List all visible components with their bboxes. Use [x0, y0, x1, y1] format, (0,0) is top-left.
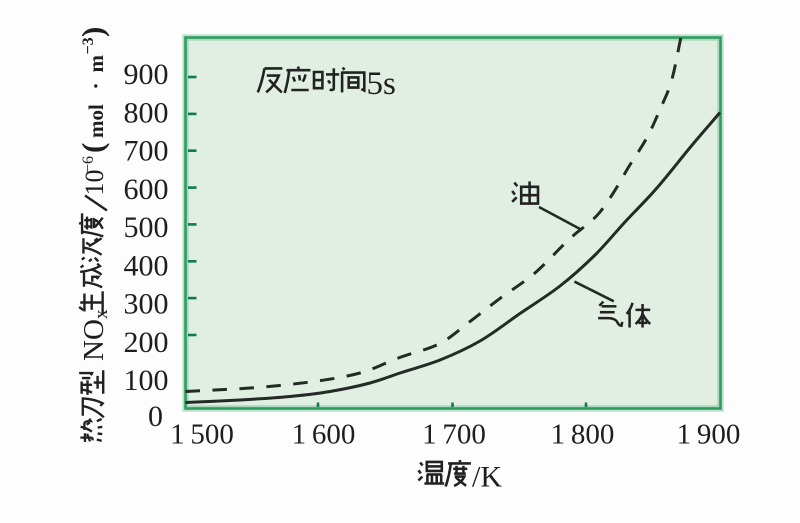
- svg-text:500: 500: [124, 211, 169, 244]
- svg-text:x: x: [91, 309, 112, 319]
- svg-text:10: 10: [80, 170, 109, 196]
- svg-text:400: 400: [124, 249, 169, 282]
- svg-text:(: (: [75, 143, 110, 153]
- svg-text:600: 600: [124, 173, 169, 206]
- svg-text:m: m: [84, 55, 108, 73]
- svg-text:900: 900: [124, 58, 169, 91]
- svg-text:−3: −3: [80, 37, 97, 54]
- svg-text:1 900: 1 900: [677, 419, 741, 451]
- svg-text:1 800: 1 800: [551, 419, 615, 451]
- svg-text:mol: mol: [84, 104, 108, 138]
- svg-text:200: 200: [124, 326, 169, 359]
- svg-text:700: 700: [124, 135, 169, 168]
- svg-text:1 500: 1 500: [170, 419, 234, 451]
- svg-text:0: 0: [148, 400, 163, 433]
- svg-text:300: 300: [124, 288, 169, 321]
- svg-text:): ): [75, 27, 110, 37]
- svg-text:800: 800: [124, 96, 169, 129]
- svg-text:100: 100: [124, 364, 169, 397]
- svg-text:·: ·: [84, 82, 108, 89]
- svg-text:1 600: 1 600: [292, 419, 356, 451]
- svg-text:NO: NO: [78, 319, 110, 361]
- svg-text:−6: −6: [80, 156, 97, 173]
- svg-text:5s: 5s: [367, 66, 396, 102]
- svg-text:/K: /K: [472, 461, 502, 494]
- svg-text:1 700: 1 700: [422, 419, 486, 451]
